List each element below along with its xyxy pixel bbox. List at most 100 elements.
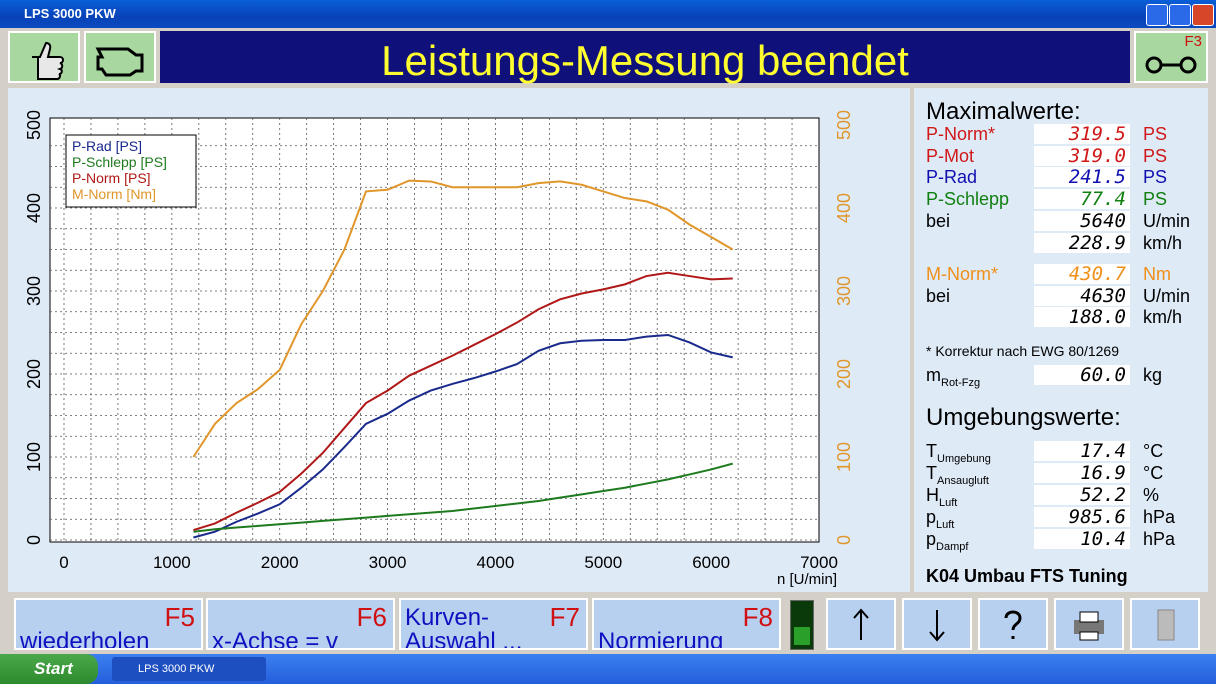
exit-button[interactable]: [1130, 598, 1200, 650]
print-button[interactable]: [1054, 598, 1124, 650]
y-tick-label: 0: [24, 535, 44, 545]
maximize-button[interactable]: [1169, 4, 1191, 26]
help-button[interactable]: [978, 598, 1048, 650]
function-key[interactable]: F6 x-Achse = v: [206, 598, 395, 650]
section-title: Maximalwerte:: [926, 98, 1081, 125]
legend-box: [65, 134, 197, 208]
door-icon: [1157, 609, 1175, 641]
dyno-icon: [1145, 56, 1197, 74]
results-panel: Maximalwerte: P-Norm* 319.5 PS P-Mot 319.0 PS P…: [914, 88, 1208, 592]
key-action: Kurven- Auswahl ...: [405, 606, 523, 650]
y2-tick-label: 300: [834, 276, 854, 306]
value-display: 985.6: [1034, 507, 1130, 527]
row-label: TUmgebung: [926, 441, 991, 465]
x-tick-label: 0: [59, 553, 68, 572]
start-button[interactable]: Start: [0, 654, 98, 684]
key-label: F6: [356, 602, 387, 632]
engine-icon: [95, 47, 144, 77]
row-unit: PS: [1143, 124, 1168, 144]
value-display: 17.4: [1034, 441, 1130, 461]
legend-entry: P-Rad [PS]: [72, 138, 142, 154]
footnote: * Korrektur nach EWG 80/1269: [926, 343, 1119, 359]
row-unit: hPa: [1143, 507, 1176, 527]
x-tick-label: 1000: [153, 553, 191, 572]
value-display: 319.0: [1034, 146, 1130, 166]
row-label-sub: Ansaugluft: [937, 475, 989, 487]
value-display: 10.4: [1034, 529, 1130, 549]
up-button[interactable]: [826, 598, 896, 650]
f3-button[interactable]: F3: [1134, 31, 1208, 83]
row-label-sub: Luft: [936, 519, 955, 531]
row-unit: kg: [1143, 365, 1163, 385]
ok-button[interactable]: [8, 31, 80, 83]
x-tick-label: 6000: [692, 553, 730, 572]
window-title: LPS 3000 PKW: [24, 6, 116, 21]
key-action: wiederholen: [20, 628, 150, 650]
function-key[interactable]: F5 wiederholen: [14, 598, 203, 650]
section-title: Umgebungswerte:: [926, 404, 1121, 431]
row-unit: °C: [1143, 463, 1164, 483]
line-series: [193, 462, 733, 533]
engine-button[interactable]: [84, 31, 156, 83]
key-action: x-Achse = v: [212, 628, 339, 650]
row-unit: km/h: [1143, 307, 1183, 327]
line-series: [192, 179, 734, 458]
x-tick-label: 4000: [477, 553, 515, 572]
row-unit: U/min: [1143, 211, 1191, 231]
thumb-icon: [32, 41, 64, 80]
minimize-button[interactable]: [1146, 4, 1168, 26]
row-label: pDampf: [926, 529, 969, 553]
value-display: 52.2: [1034, 485, 1130, 505]
row-label: P-Mot: [926, 146, 975, 166]
value-display: 241.5: [1034, 167, 1130, 187]
legend-entry: P-Norm [PS]: [72, 170, 151, 186]
y2-tick-label: 400: [834, 193, 854, 223]
legend-entry: M-Norm [Nm]: [72, 186, 156, 202]
value-display: 4630: [1034, 286, 1130, 306]
f3-key: F3: [1184, 33, 1202, 50]
y-tick-label: 300: [24, 276, 44, 306]
status-banner: Leistungs-Messung beendet: [160, 31, 1130, 84]
row-label-sub: Luft: [939, 497, 958, 509]
y-tick-label: 200: [24, 359, 44, 389]
value-display: 319.5: [1034, 124, 1130, 144]
level-indicator: [790, 600, 814, 650]
row-unit: U/min: [1143, 286, 1191, 306]
y2-tick-label: 0: [834, 535, 854, 545]
row-unit: PS: [1143, 189, 1168, 209]
value-display: 77.4: [1034, 189, 1130, 209]
close-button[interactable]: [1192, 4, 1214, 26]
row-unit: Nm: [1143, 264, 1171, 284]
row-label: bei: [926, 211, 951, 231]
row-unit: %: [1143, 485, 1160, 505]
row-unit: km/h: [1143, 233, 1183, 253]
row-label-sub: Rot-Fzg: [941, 377, 981, 389]
row-label: P-Schlepp: [926, 189, 1010, 209]
function-key[interactable]: F7 Kurven- Auswahl ...: [399, 598, 588, 650]
row-unit: °C: [1143, 441, 1164, 461]
y-tick-label: 100: [24, 442, 44, 472]
x-tick-label: 7000: [800, 553, 838, 572]
down-button[interactable]: [902, 598, 972, 650]
row-label: M-Norm*: [926, 264, 998, 284]
taskbar-item[interactable]: LPS 3000 PKW: [112, 657, 266, 681]
row-label: pLuft: [926, 507, 955, 531]
value-display: 60.0: [1034, 365, 1130, 385]
legend-entry: P-Schlepp [PS]: [72, 154, 167, 170]
chart-panel: 0 1000 2000 3000 4000 5000 6000 7000 n [U/min] 0 1…: [8, 88, 910, 592]
function-key[interactable]: F8 Normierung: [592, 598, 781, 650]
vehicle-name: K04 Umbau FTS Tuning: [926, 566, 1128, 586]
line-series: [193, 271, 733, 531]
key-action-line: Auswahl ...: [405, 628, 523, 650]
up-icon: [853, 608, 869, 640]
key-action: Normierung: [598, 628, 724, 650]
row-label-sub: Umgebung: [937, 453, 991, 465]
help-icon: [1004, 610, 1022, 639]
key-label: F7: [549, 602, 580, 632]
row-label: bei: [926, 286, 951, 306]
row-label: TAnsaugluft: [926, 463, 989, 487]
printer-icon: [1074, 611, 1104, 641]
value-display: 16.9: [1034, 463, 1130, 483]
